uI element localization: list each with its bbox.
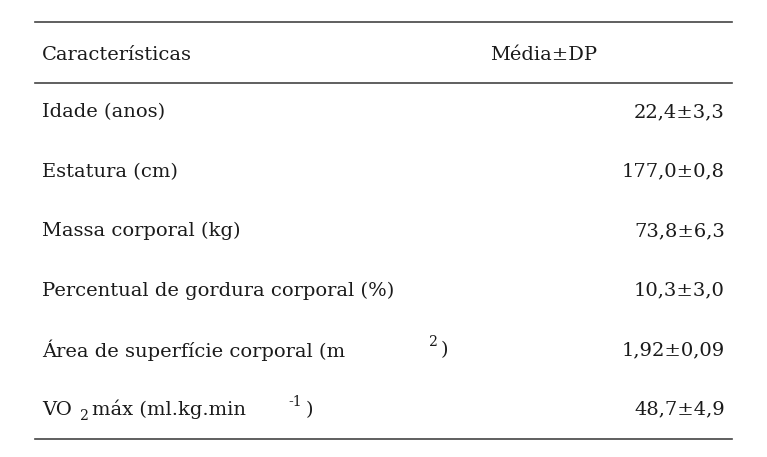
Text: Estatura (cm): Estatura (cm)	[42, 163, 178, 181]
Text: 10,3±3,0: 10,3±3,0	[634, 282, 725, 300]
Text: 22,4±3,3: 22,4±3,3	[634, 103, 725, 122]
Text: Idade (anos): Idade (anos)	[42, 103, 165, 122]
Text: 48,7±4,9: 48,7±4,9	[634, 401, 725, 419]
Text: 2: 2	[81, 409, 89, 423]
Text: ): )	[305, 401, 313, 419]
Text: 177,0±0,8: 177,0±0,8	[622, 163, 725, 181]
Text: 73,8±6,3: 73,8±6,3	[634, 222, 725, 240]
Text: Características: Características	[42, 46, 192, 64]
Text: Massa corporal (kg): Massa corporal (kg)	[42, 222, 241, 240]
Text: máx (ml.kg.min: máx (ml.kg.min	[91, 400, 245, 420]
Text: Área de superfície corporal (m: Área de superfície corporal (m	[42, 340, 345, 361]
Text: -1: -1	[288, 394, 301, 409]
Text: VO: VO	[42, 401, 72, 419]
Text: Média±DP: Média±DP	[489, 46, 597, 64]
Text: 1,92±0,09: 1,92±0,09	[621, 341, 725, 359]
Text: Percentual de gordura corporal (%): Percentual de gordura corporal (%)	[42, 282, 394, 300]
Text: ): )	[440, 341, 448, 359]
Text: 2: 2	[429, 335, 438, 349]
